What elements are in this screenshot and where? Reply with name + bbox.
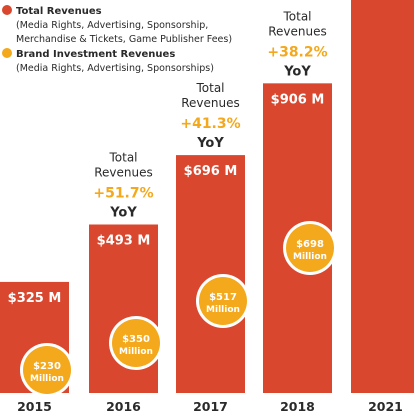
bubble-brand-2015 [23, 346, 71, 394]
note-line-2018-1: Revenues [268, 24, 327, 38]
bar-value-label-2017: $696 M [184, 164, 238, 179]
bubble-value-2015: $230 [33, 361, 61, 372]
bar-value-label-2015: $325 M [8, 291, 62, 306]
legend-desc-0-0: (Media Rights, Advertising, Sponsorship, [16, 20, 208, 31]
legend-marker-1 [2, 48, 12, 58]
yoy-label-2016: YoY [109, 205, 137, 220]
bar-total-2021 [351, 0, 414, 393]
note-line-2017-0: Total [195, 81, 224, 95]
bubble-brand-2016 [112, 319, 160, 367]
bubble-value-2017: $517 [209, 292, 237, 303]
bar-total-2017 [176, 155, 245, 393]
legend-title-1: Brand Investment Revenues [16, 49, 175, 60]
bubble-unit-2015: Million [30, 374, 64, 384]
bubble-value-2018: $698 [296, 239, 324, 250]
yoy-pct-2017: +41.3% [180, 116, 240, 132]
yoy-label-2017: YoY [196, 136, 224, 151]
bubble-unit-2016: Million [119, 347, 153, 357]
bubble-brand-2018 [286, 224, 334, 272]
legend-title-0: Total Revenues [16, 6, 102, 17]
bubble-brand-2017 [199, 277, 247, 325]
legend-desc-1-0: (Media Rights, Advertising, Sponsorships… [16, 63, 214, 74]
year-label-2018: 2018 [280, 399, 315, 413]
legend-marker-0 [2, 5, 12, 15]
bubble-unit-2017: Million [206, 305, 240, 315]
note-line-2016-1: Revenues [94, 165, 153, 179]
bar-value-label-2016: $493 M [97, 233, 151, 248]
bubble-unit-2018: Million [293, 252, 327, 262]
note-line-2017-1: Revenues [181, 96, 240, 110]
year-label-2016: 2016 [106, 399, 141, 413]
bar-total-2016 [89, 224, 158, 393]
note-line-2016-0: Total [108, 150, 137, 164]
bar-value-label-2018: $906 M [271, 92, 325, 107]
yoy-label-2018: YoY [283, 64, 311, 79]
year-label-2017: 2017 [193, 399, 228, 413]
legend-desc-0-1: Merchandise & Tickets, Game Publisher Fe… [16, 34, 232, 45]
yoy-pct-2016: +51.7% [93, 185, 153, 201]
yoy-pct-2018: +38.2% [267, 44, 327, 60]
year-label-2015: 2015 [17, 399, 52, 413]
bubble-value-2016: $350 [122, 334, 150, 345]
note-line-2018-0: Total [282, 9, 311, 23]
year-label-2021: 2021 [368, 399, 403, 413]
